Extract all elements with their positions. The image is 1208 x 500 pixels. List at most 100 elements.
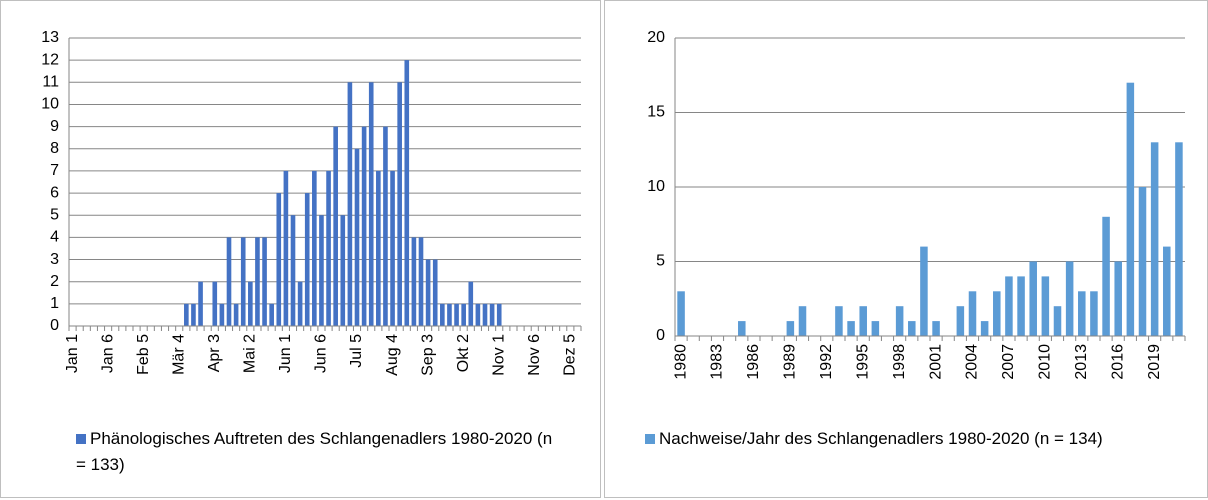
bar bbox=[276, 193, 282, 326]
bar bbox=[319, 215, 324, 326]
bar bbox=[496, 303, 502, 326]
bar bbox=[283, 170, 289, 326]
bar bbox=[1041, 276, 1050, 336]
x-tick-label: 1983 bbox=[709, 344, 726, 380]
bar bbox=[475, 303, 481, 326]
x-tick-label: 2019 bbox=[1146, 344, 1163, 380]
bar bbox=[312, 170, 317, 326]
bar bbox=[255, 237, 260, 326]
bar bbox=[191, 303, 196, 326]
bar bbox=[489, 303, 495, 326]
y-tick-label: 13 bbox=[41, 29, 59, 46]
x-tick-label: Mai 2 bbox=[242, 334, 259, 373]
y-tick-label: 10 bbox=[41, 96, 59, 113]
bar bbox=[1175, 142, 1183, 336]
y-tick-label: 4 bbox=[50, 229, 59, 246]
legend: Phänologisches Auftreten des Schlangenad… bbox=[76, 426, 556, 478]
bar bbox=[895, 306, 904, 336]
legend-swatch bbox=[645, 434, 655, 444]
bar bbox=[390, 170, 395, 326]
bar bbox=[226, 237, 232, 326]
bar bbox=[269, 303, 274, 326]
bar bbox=[397, 82, 402, 326]
legend-label: Phänologisches Auftreten des Schlangenad… bbox=[76, 429, 553, 474]
bar bbox=[1078, 291, 1086, 336]
bar bbox=[468, 281, 474, 326]
bar bbox=[968, 291, 977, 336]
bar bbox=[418, 237, 424, 326]
bar bbox=[184, 303, 189, 326]
bar bbox=[1163, 246, 1171, 336]
bar bbox=[376, 170, 381, 326]
bar bbox=[233, 303, 239, 326]
bar bbox=[404, 60, 410, 327]
x-tick-label: 2007 bbox=[1000, 344, 1017, 380]
bar bbox=[198, 281, 203, 326]
bar bbox=[212, 281, 218, 326]
bar bbox=[354, 148, 360, 326]
bar bbox=[932, 321, 940, 336]
chart-panel: 0 5 10 15 20 1980 1983 1986 1989 1992 1995 1998 2001… bbox=[604, 0, 1208, 498]
x-tick-label: Nov 1 bbox=[490, 334, 507, 376]
bar bbox=[333, 126, 338, 326]
bar bbox=[847, 321, 855, 336]
bar bbox=[1005, 276, 1013, 336]
bar bbox=[368, 82, 374, 326]
bar bbox=[347, 82, 353, 326]
bar bbox=[908, 321, 916, 336]
x-tick-label: 2004 bbox=[964, 344, 981, 380]
y-tick-label: 5 bbox=[656, 253, 665, 270]
bar bbox=[1090, 291, 1098, 336]
bar bbox=[859, 306, 867, 336]
bar bbox=[290, 215, 296, 326]
y-tick-label: 1 bbox=[50, 295, 59, 312]
bar bbox=[1053, 306, 1062, 336]
y-tick-label: 12 bbox=[41, 51, 59, 68]
legend-label: Nachweise/Jahr des Schlangenadlers 1980-… bbox=[659, 429, 1103, 448]
x-tick-label: 1986 bbox=[745, 344, 762, 380]
x-tick-label: Sep 3 bbox=[419, 334, 436, 376]
bar bbox=[993, 291, 1001, 336]
x-tick-label: Jan 6 bbox=[99, 334, 116, 373]
bar bbox=[240, 237, 246, 326]
bar bbox=[738, 321, 746, 336]
bar bbox=[835, 306, 843, 336]
bar bbox=[1150, 142, 1159, 336]
x-tick-label: 1980 bbox=[672, 344, 689, 380]
bar bbox=[304, 193, 310, 326]
x-tick-label: Okt 2 bbox=[455, 334, 472, 372]
bar bbox=[219, 303, 225, 326]
y-tick-label: 2 bbox=[50, 273, 59, 290]
bar bbox=[340, 215, 346, 326]
x-tick-label: 1998 bbox=[891, 344, 908, 380]
bar bbox=[383, 126, 388, 326]
bar bbox=[1138, 187, 1147, 336]
bar bbox=[425, 259, 431, 326]
y-tick-label: 20 bbox=[647, 29, 665, 46]
x-tick-label: 1995 bbox=[854, 344, 871, 380]
bar bbox=[980, 321, 989, 336]
bar bbox=[1126, 82, 1135, 336]
bar bbox=[440, 303, 445, 326]
y-tick-label: 0 bbox=[656, 327, 665, 344]
x-tick-label: Jun 1 bbox=[277, 334, 294, 373]
y-tick-label: 3 bbox=[50, 251, 59, 268]
bar bbox=[262, 237, 267, 326]
bar bbox=[297, 281, 303, 326]
y-tick-label: 10 bbox=[647, 178, 665, 195]
x-tick-label: 2016 bbox=[1109, 344, 1126, 380]
bar bbox=[1029, 261, 1037, 336]
bar bbox=[1017, 276, 1025, 336]
bar bbox=[1102, 216, 1110, 336]
bar bbox=[956, 306, 965, 336]
x-tick-label: Aug 4 bbox=[384, 334, 401, 376]
y-tick-label: 0 bbox=[50, 317, 59, 334]
bar bbox=[411, 237, 417, 326]
x-tick-label: 2001 bbox=[927, 344, 944, 380]
bar bbox=[326, 170, 331, 326]
x-tick-label: 1989 bbox=[782, 344, 799, 380]
bar bbox=[1114, 261, 1122, 336]
bar bbox=[461, 303, 466, 326]
x-tick-label: Nov 6 bbox=[526, 334, 543, 376]
